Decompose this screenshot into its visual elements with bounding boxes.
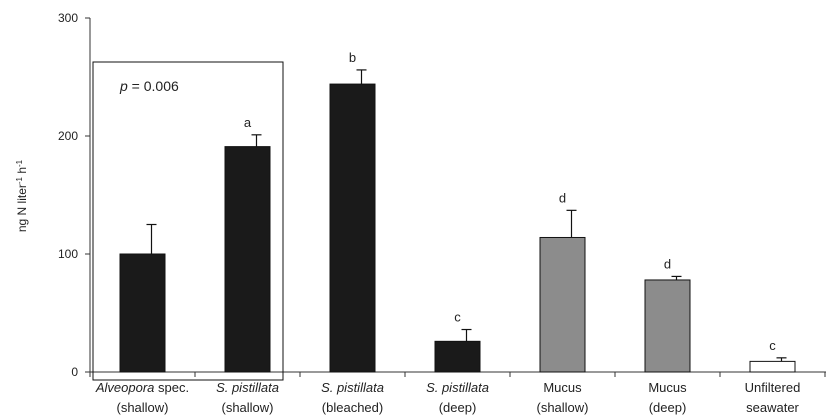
- x-tick-label: S. pistillata: [216, 380, 279, 395]
- bar: [329, 83, 376, 373]
- x-tick-label-italic: S. pistillata: [426, 380, 489, 395]
- x-tick-sublabel: (shallow): [221, 400, 273, 415]
- x-tick-label: Mucus: [648, 380, 687, 395]
- bar: [644, 279, 691, 373]
- y-tick-label: 100: [58, 247, 78, 261]
- x-tick-label: Alveopora spec.: [95, 380, 189, 395]
- x-tick-label-italic: S. pistillata: [321, 380, 384, 395]
- x-tick-label-italic: S. pistillata: [216, 380, 279, 395]
- bar: [749, 360, 796, 373]
- x-tick-label: Mucus: [543, 380, 582, 395]
- significance-letter: d: [664, 256, 671, 271]
- y-tick-label: 0: [71, 365, 78, 379]
- significance-letter: c: [454, 310, 461, 325]
- x-tick-label-italic: Alveopora: [95, 380, 155, 395]
- bar: [119, 253, 166, 373]
- y-ticks: 0 100 200 300: [58, 11, 90, 379]
- x-tick-label: Unfiltered: [745, 380, 801, 395]
- significance-letter: d: [559, 190, 566, 205]
- bars: a b c d d c: [119, 50, 796, 373]
- significance-letter: b: [349, 50, 356, 65]
- x-tick-label-text: Mucus: [648, 380, 687, 395]
- p-value-text: = 0.006: [128, 78, 179, 94]
- y-axis-label-sup2: -1: [15, 159, 24, 167]
- x-tick-sublabel: seawater: [746, 400, 799, 415]
- bar: [434, 340, 481, 373]
- y-axis-label-sup1: -1: [15, 176, 24, 184]
- x-tick-sublabel: (deep): [649, 400, 687, 415]
- y-axis-label-mid: h: [15, 167, 29, 177]
- x-tick-sublabel: (deep): [439, 400, 477, 415]
- x-tick-sublabel: (shallow): [536, 400, 588, 415]
- significance-letter: a: [244, 115, 252, 130]
- bar: [539, 236, 586, 373]
- y-tick-label: 300: [58, 11, 78, 25]
- x-tick-label-text: Unfiltered: [745, 380, 801, 395]
- p-value-symbol: p: [119, 78, 128, 94]
- comparison-box: [92, 61, 284, 381]
- x-tick-sublabel: (bleached): [322, 400, 383, 415]
- y-axis-label-base: ng N liter: [15, 184, 29, 232]
- x-tick-label: S. pistillata: [426, 380, 489, 395]
- x-tick-labels: Alveopora spec. (shallow) S. pistillata (sh…: [89, 372, 826, 415]
- x-tick-sublabel: (shallow): [116, 400, 168, 415]
- y-axis-label: ng N liter-1 h-1: [15, 159, 30, 232]
- x-tick-label-text: Mucus: [543, 380, 582, 395]
- bar: [224, 146, 271, 373]
- y-tick-label: 200: [58, 129, 78, 143]
- p-value-annotation: p = 0.006: [119, 78, 179, 94]
- significance-letter: c: [769, 338, 776, 353]
- x-tick-label: S. pistillata: [321, 380, 384, 395]
- x-tick-label-text: spec.: [154, 380, 189, 395]
